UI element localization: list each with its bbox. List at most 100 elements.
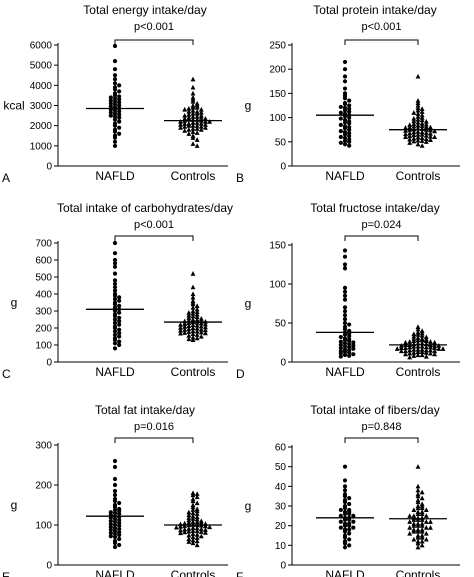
data-point-controls xyxy=(182,106,188,112)
data-point-nafld xyxy=(112,531,118,536)
y-axis-label: g xyxy=(245,297,252,311)
y-tick-label: 0 xyxy=(46,358,52,369)
p-value-label: p<0.001 xyxy=(134,21,174,33)
panel-letter: F xyxy=(236,570,243,577)
data-point-nafld xyxy=(342,135,348,141)
data-point-controls xyxy=(186,517,192,523)
data-point-controls xyxy=(178,125,183,130)
data-point-nafld xyxy=(338,140,343,145)
data-point-nafld xyxy=(117,542,122,548)
data-point-controls xyxy=(423,130,429,135)
data-point-controls xyxy=(198,109,204,115)
data-point-nafld xyxy=(342,305,348,310)
data-point-controls xyxy=(407,525,413,530)
data-point-controls xyxy=(190,123,196,128)
data-point-controls xyxy=(198,529,204,534)
data-point-controls xyxy=(419,352,425,358)
x-tick-label-controls: Controls xyxy=(171,169,216,183)
x-tick-label-controls: Controls xyxy=(396,365,441,379)
data-point-controls xyxy=(190,331,196,337)
data-point-controls xyxy=(194,542,200,548)
data-point-controls xyxy=(415,464,421,469)
data-point-controls xyxy=(194,143,200,148)
p-value-label: p<0.001 xyxy=(361,21,401,33)
x-tick-label-nafld: NAFLD xyxy=(95,169,135,183)
data-point-controls xyxy=(419,349,425,354)
data-point-nafld xyxy=(347,106,352,111)
data-point-controls xyxy=(428,133,433,139)
data-point-nafld xyxy=(112,314,118,319)
data-point-controls xyxy=(190,537,196,543)
data-point-controls xyxy=(194,491,200,496)
data-point-nafld xyxy=(112,476,118,482)
data-point-controls xyxy=(190,516,196,521)
data-point-controls xyxy=(411,517,417,522)
data-point-nafld xyxy=(112,240,118,246)
data-point-controls xyxy=(190,308,196,314)
data-point-controls xyxy=(198,320,204,326)
data-point-controls xyxy=(203,330,208,336)
data-point-controls xyxy=(411,132,417,138)
data-point-nafld xyxy=(112,522,118,528)
data-point-controls xyxy=(182,330,188,335)
data-point-nafld xyxy=(342,464,348,469)
data-point-nafld xyxy=(117,298,122,303)
data-point-controls xyxy=(194,137,200,142)
data-point-nafld xyxy=(112,261,118,266)
data-point-nafld xyxy=(351,513,356,518)
data-point-controls xyxy=(432,128,438,134)
data-point-controls xyxy=(190,540,196,546)
data-point-controls xyxy=(423,124,429,129)
data-point-controls xyxy=(423,344,429,350)
data-point-nafld xyxy=(117,327,122,332)
data-point-nafld xyxy=(112,337,118,342)
data-point-controls xyxy=(190,337,196,342)
data-point-controls xyxy=(415,343,421,349)
data-point-controls xyxy=(411,118,417,124)
data-point-controls xyxy=(403,351,408,357)
data-point-controls xyxy=(190,334,196,340)
data-point-nafld xyxy=(347,353,352,358)
data-point-nafld xyxy=(342,488,348,493)
y-tick-label: 600 xyxy=(35,256,52,267)
data-point-controls xyxy=(190,141,196,146)
data-point-nafld xyxy=(342,341,348,346)
data-point-controls xyxy=(411,135,417,141)
data-point-controls xyxy=(411,138,417,144)
data-point-controls xyxy=(403,131,408,137)
y-axis-label: g xyxy=(11,498,18,512)
data-point-nafld xyxy=(347,345,352,350)
data-point-controls xyxy=(203,321,208,327)
data-point-nafld xyxy=(108,95,113,100)
data-point-controls xyxy=(419,517,425,522)
data-point-controls xyxy=(403,348,408,354)
data-point-controls xyxy=(415,107,421,113)
data-point-controls xyxy=(432,348,438,354)
data-point-nafld xyxy=(342,338,348,343)
panel-title: Total intake of fibers/day xyxy=(310,403,439,417)
data-point-controls xyxy=(411,338,417,344)
data-point-nafld xyxy=(347,121,352,126)
data-point-controls xyxy=(407,140,413,145)
y-tick-label: 0 xyxy=(46,162,52,173)
data-point-nafld xyxy=(117,115,122,120)
y-tick-label: 0 xyxy=(280,162,286,173)
data-point-controls xyxy=(190,129,196,134)
data-point-controls xyxy=(428,339,433,344)
data-point-controls xyxy=(415,326,421,332)
data-point-controls xyxy=(419,489,425,495)
data-point-nafld xyxy=(112,99,118,104)
data-point-nafld xyxy=(112,332,118,337)
data-point-controls xyxy=(407,344,413,350)
data-point-controls xyxy=(190,76,196,82)
data-point-controls xyxy=(190,528,196,533)
data-point-controls xyxy=(415,352,421,358)
data-point-controls xyxy=(428,525,433,530)
p-value-label: p=0.024 xyxy=(361,219,401,231)
data-point-nafld xyxy=(117,119,122,124)
data-point-controls xyxy=(182,529,188,535)
data-point-controls xyxy=(198,520,204,526)
data-point-controls xyxy=(407,530,413,536)
data-point-controls xyxy=(403,134,408,140)
